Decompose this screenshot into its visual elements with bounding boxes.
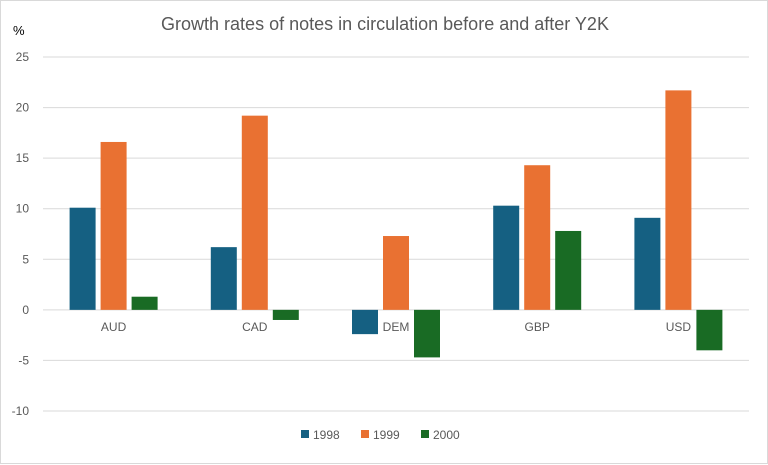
bar-gbp-2000 xyxy=(555,230,582,310)
y-tick-label: 0 xyxy=(22,303,29,317)
x-category-label: AUD xyxy=(101,320,127,334)
x-category-label: CAD xyxy=(242,320,268,334)
legend: 1998 1999 2000 xyxy=(301,428,460,442)
legend-label-1999: 1999 xyxy=(373,428,400,442)
y-tick-label: 20 xyxy=(16,101,30,115)
bar-gbp-1999 xyxy=(524,165,551,310)
bar-cad-1999 xyxy=(241,115,268,310)
y-axis-unit-label: % xyxy=(13,23,25,38)
y-tick-label: -5 xyxy=(18,353,29,367)
x-category-label: USD xyxy=(666,320,692,334)
y-tick-label: 25 xyxy=(16,50,30,64)
legend-label-2000: 2000 xyxy=(433,428,460,442)
y-tick-label: 5 xyxy=(22,252,29,266)
bar-dem-1999 xyxy=(383,236,409,310)
bar-cad-2000 xyxy=(272,309,299,320)
legend-label-1998: 1998 xyxy=(313,428,340,442)
bar-dem-2000 xyxy=(414,309,440,358)
bar-gbp-1998 xyxy=(493,205,520,310)
legend-swatch-1998 xyxy=(301,430,309,438)
bar-aud-2000 xyxy=(131,296,158,310)
bar-aud-1998 xyxy=(69,207,96,310)
bar-aud-1999 xyxy=(100,141,127,310)
x-category-label: GBP xyxy=(525,320,550,334)
y-tick-label: 15 xyxy=(16,151,30,165)
y-tick-label: -10 xyxy=(12,404,30,418)
legend-swatch-2000 xyxy=(421,430,429,438)
bar-usd-1998 xyxy=(634,217,661,310)
bar-usd-2000 xyxy=(696,309,723,351)
legend-swatch-1999 xyxy=(361,430,369,438)
y-axis-tick-labels: 25 20 15 10 5 0 -5 -10 xyxy=(12,50,30,418)
y-tick-label: 10 xyxy=(16,202,30,216)
bar-usd-1999 xyxy=(665,90,692,310)
x-category-label: DEM xyxy=(383,320,410,334)
chart-title: Growth rates of notes in circulation bef… xyxy=(161,14,609,34)
bars xyxy=(69,90,723,358)
bar-cad-1998 xyxy=(210,247,237,310)
bar-dem-1998 xyxy=(352,309,378,335)
x-axis-category-labels: AUD CAD DEM GBP USD xyxy=(101,320,691,334)
